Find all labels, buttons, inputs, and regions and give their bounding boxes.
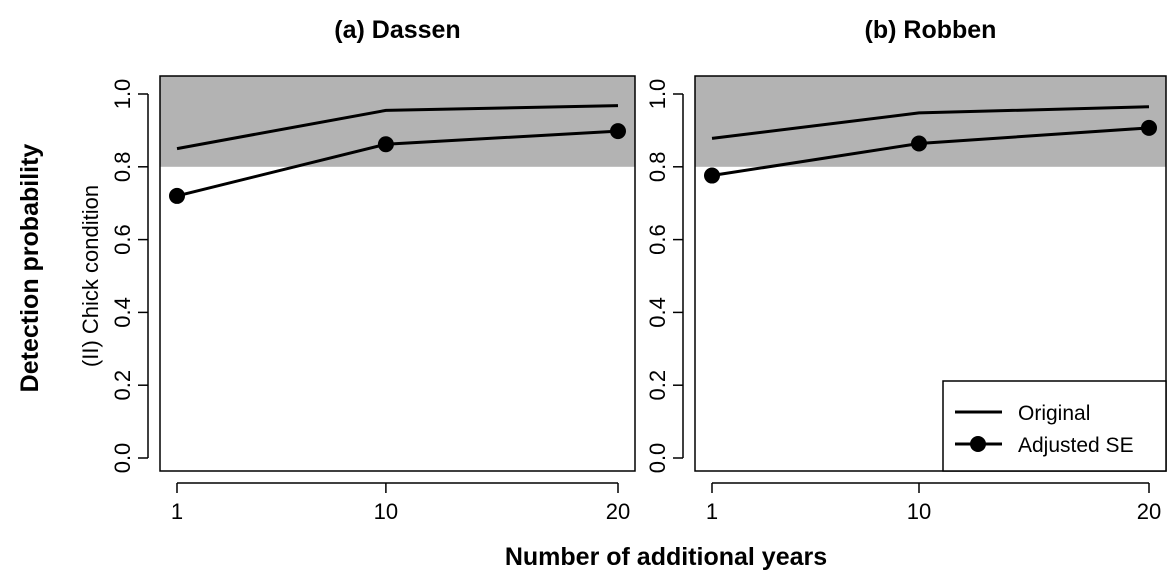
- x-tick-label: 20: [606, 499, 630, 524]
- y-tick-label: 0.2: [110, 370, 135, 401]
- y-tick-label: 0.2: [645, 370, 670, 401]
- data-point-adjusted-se: [610, 123, 626, 140]
- legend-adjusted-marker: [970, 436, 986, 452]
- plot-frame: [159, 75, 636, 472]
- series-line-original: [711, 105, 1150, 140]
- y-tick-label: 0.4: [645, 297, 670, 328]
- data-point-adjusted-se: [169, 187, 185, 204]
- y-tick-label: 0.6: [645, 224, 670, 255]
- y-tick-label: 0.0: [110, 443, 135, 474]
- data-point-adjusted-se: [377, 136, 394, 153]
- y-tick-label: 1.0: [110, 79, 135, 110]
- series-line-original: [176, 104, 619, 151]
- x-tick-label: 10: [374, 499, 398, 524]
- data-point-adjusted-se: [704, 167, 720, 184]
- legend-adjusted-label: Adjusted SE: [1018, 434, 1134, 457]
- shaded-band: [160, 76, 635, 167]
- y-tick-label: 0.4: [110, 297, 135, 328]
- legend-box: [942, 380, 1167, 472]
- x-tick-label: 20: [1137, 499, 1161, 524]
- panel-dassen: (a) Dassen 0.0 0.2 0.4 0.6 0.8 1.0 (II) Chick c…: [78, 16, 636, 524]
- y-tick-label: 0.6: [110, 224, 135, 255]
- y-tick-label: 0.8: [645, 152, 670, 183]
- shaded-band: [695, 76, 1166, 167]
- y-tick-label: 0.0: [645, 443, 670, 474]
- panel-title: (b) Robben: [865, 16, 997, 44]
- y-tick-label: 1.0: [645, 79, 670, 110]
- legend-original-label: Original: [1018, 402, 1090, 425]
- outer-y-label: Detection probability: [16, 144, 44, 393]
- inner-y-label: (II) Chick condition: [78, 185, 103, 367]
- plot-frame: [694, 75, 1167, 472]
- data-point-adjusted-se: [1141, 119, 1157, 136]
- y-tick-label: 0.8: [110, 152, 135, 183]
- outer-x-label: Number of additional years: [505, 543, 827, 571]
- data-point-adjusted-se: [911, 135, 927, 152]
- x-tick-label: 10: [907, 499, 931, 524]
- panel-robben: (b) Robben 0.0 0.2 0.4 0.6 0.8 1.0 1 10 20: [645, 16, 1167, 524]
- legend: Original Adjusted SE: [942, 380, 1167, 472]
- x-tick-label: 1: [171, 499, 183, 524]
- x-tick-label: 1: [706, 499, 718, 524]
- panel-title: (a) Dassen: [334, 16, 460, 44]
